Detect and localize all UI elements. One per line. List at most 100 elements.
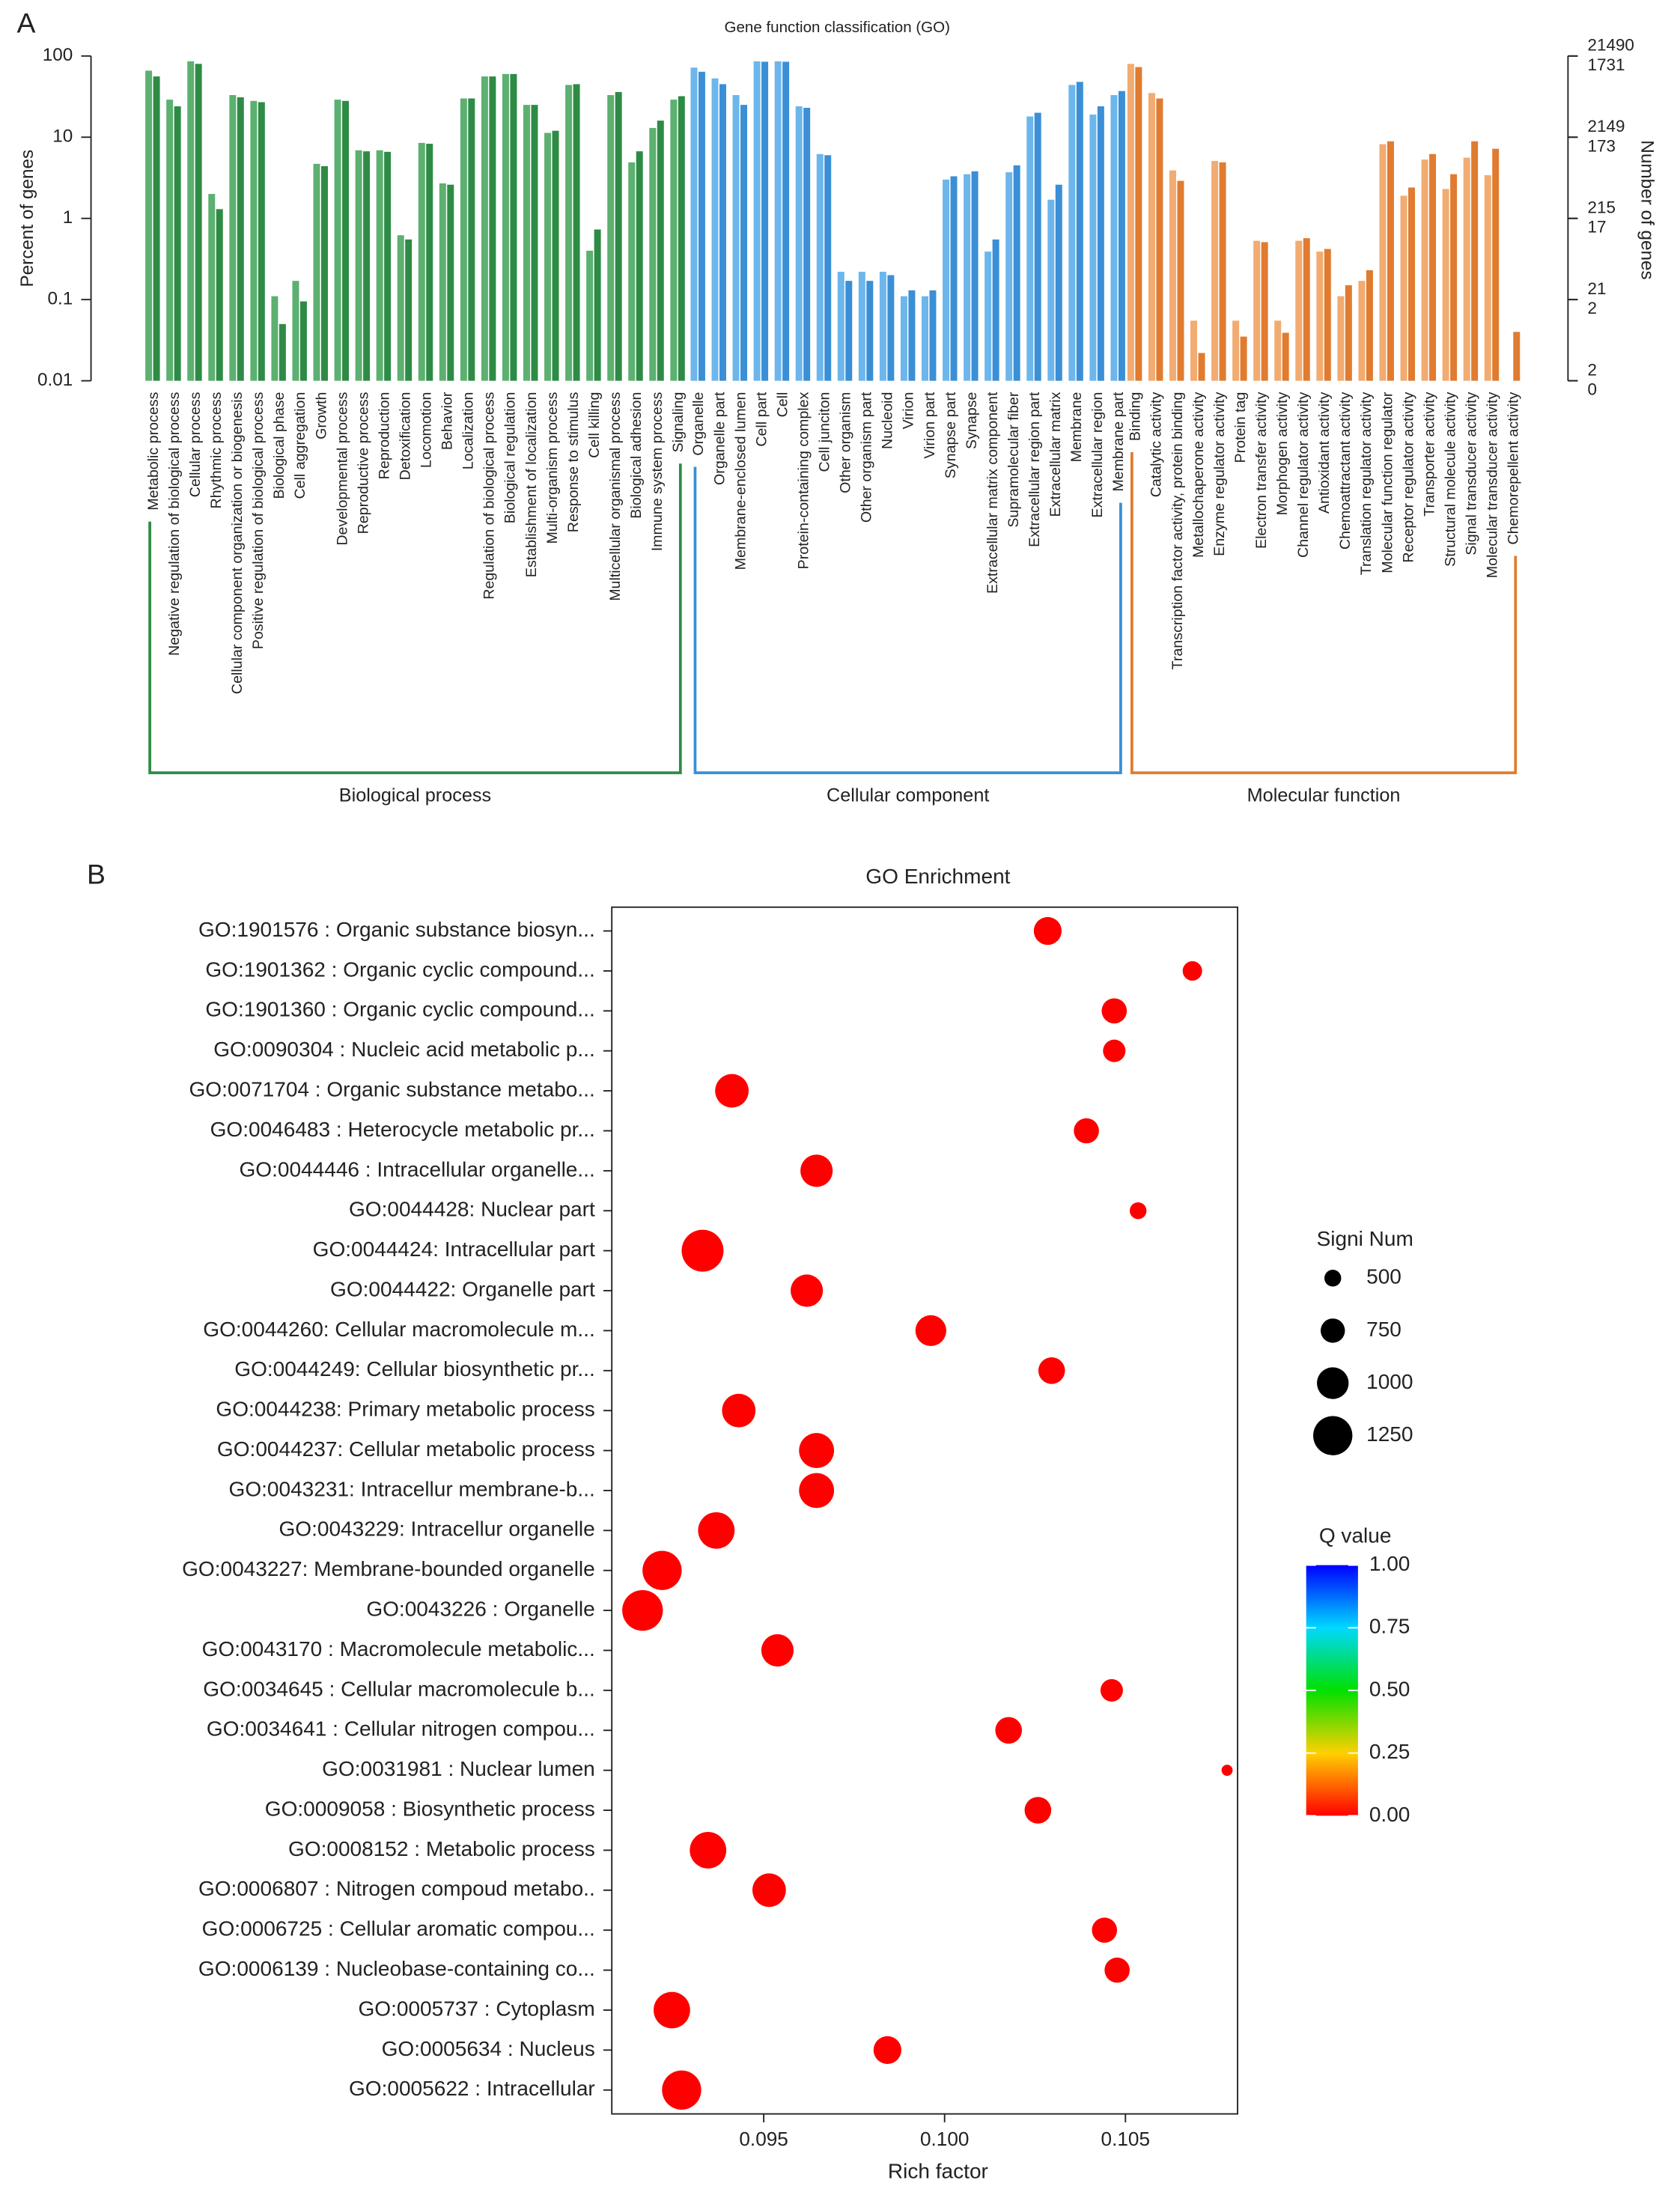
bar (795, 106, 803, 381)
bar (1379, 144, 1387, 381)
color-legend-label: 0.50 (1369, 1677, 1410, 1700)
y-tick-label: 10 (52, 127, 73, 147)
bar (1387, 141, 1394, 381)
bar (166, 100, 174, 381)
bar (174, 106, 181, 381)
bar (1240, 336, 1247, 381)
bar (1118, 91, 1125, 381)
x-tick-label: Chemorepellent activity (1506, 392, 1522, 544)
bar (292, 281, 299, 381)
size-legend-label: 750 (1366, 1318, 1401, 1341)
x-tick-label: Molecular function regulator (1379, 392, 1396, 573)
bar (342, 100, 350, 381)
group-label: Biological process (339, 785, 491, 806)
x-tick-label: Cellular component organization or bioge… (229, 392, 246, 694)
y-tick-label: GO:0044446 : Intracellular organelle... (239, 1157, 594, 1181)
bar (397, 235, 404, 381)
y-tick-label: GO:0043170 : Macromolecule metabolic... (202, 1637, 595, 1660)
x-tick-label: Cell part (753, 392, 770, 447)
bar (1135, 67, 1142, 381)
x-tick-label: Developmental process (334, 392, 350, 545)
x-tick-label: Organelle part (711, 392, 728, 485)
bar (489, 76, 496, 381)
x-tick-label: Localization (460, 392, 477, 470)
y-tick-label: GO:0071704 : Organic substance metabo... (189, 1077, 594, 1101)
bar (670, 100, 678, 381)
bar (468, 98, 475, 381)
bar (1127, 64, 1134, 381)
bar (879, 272, 886, 381)
x-tick-label: Regulation of biological process (481, 392, 498, 599)
x-tick-label: Locomotion (419, 392, 435, 468)
size-legend-marker (1317, 1367, 1349, 1399)
bar (1089, 115, 1097, 381)
bar (510, 73, 517, 381)
y-tick-label: GO:0043226 : Organelle (366, 1598, 594, 1621)
y2-tick-label: 21490 (1588, 36, 1634, 55)
bubble (1033, 916, 1062, 946)
bar (1421, 159, 1428, 381)
bar (887, 275, 895, 381)
bar (678, 96, 685, 381)
bar (258, 102, 265, 381)
bar (761, 61, 769, 381)
y2-tick-label: 2 (1588, 360, 1597, 379)
bar (816, 153, 824, 381)
bar (1337, 296, 1345, 381)
size-legend-label: 1250 (1366, 1422, 1413, 1446)
group-label: Molecular function (1247, 785, 1401, 806)
y-tick-label: GO:0006725 : Cellular aromatic compou... (202, 1917, 595, 1940)
bar (384, 151, 392, 381)
size-legend-title: Signi Num (1317, 1227, 1413, 1250)
y-tick-label: GO:1901576 : Organic substance biosyn... (198, 918, 595, 941)
bar (858, 272, 865, 381)
bubble (1024, 1797, 1052, 1824)
y-tick-label: GO:0006807 : Nitrogen compoud metabo.. (198, 1877, 595, 1900)
x-tick-label: Electron transfer activity (1253, 392, 1270, 549)
bar (950, 176, 958, 381)
bar (481, 76, 488, 381)
bubble (915, 1315, 946, 1346)
y2-tick-label: 173 (1588, 136, 1616, 155)
bar (363, 151, 371, 381)
bubble (1129, 1202, 1147, 1220)
color-legend-label: 0.00 (1369, 1803, 1410, 1826)
bar (992, 239, 999, 381)
bar (922, 296, 928, 381)
x-tick-label: Cell (774, 392, 791, 418)
bar (573, 84, 580, 381)
x-tick-label: Supramolecular fiber (1005, 392, 1022, 528)
bubble (1038, 1357, 1065, 1384)
x-tick-label: Detoxification (397, 392, 413, 481)
x-tick-label: Cellular process (187, 392, 204, 497)
x-tick-label: Extracellular matrix (1047, 392, 1064, 517)
y-tick-label: GO:0046483 : Heterocycle metabolic pr... (210, 1118, 595, 1141)
bar (502, 73, 509, 381)
bubble (1092, 1917, 1118, 1943)
bubble (642, 1550, 682, 1590)
bar (1471, 141, 1479, 381)
x-tick-label: Extracellular region (1089, 392, 1106, 518)
bubble (715, 1074, 749, 1108)
y-tick-label: GO:0034645 : Cellular macromolecule b... (203, 1677, 595, 1700)
plot-frame (611, 906, 1239, 2115)
x-tick-label: Virion (901, 392, 917, 430)
bar (1358, 281, 1366, 381)
x-tick-label: Catalytic activity (1148, 392, 1165, 497)
x-tick-label: Membrane (1068, 392, 1085, 463)
y-tick-label: GO:0031981 : Nuclear lumen (322, 1757, 595, 1780)
bubble (622, 1589, 663, 1631)
x-tick-label: Other organism part (859, 392, 875, 523)
bar (837, 272, 844, 381)
bar (376, 150, 383, 381)
bar (732, 95, 740, 381)
bar (1068, 85, 1076, 381)
bubble (662, 2070, 701, 2110)
y-tick-label: GO:0005737 : Cytoplasm (358, 1997, 594, 2020)
y-tick-label: GO:0044249: Cellular biosynthetic pr... (234, 1357, 594, 1380)
x-tick-label: 0.100 (920, 2128, 969, 2150)
bubble (799, 1473, 835, 1509)
x-tick-label: Transporter activity (1421, 392, 1437, 516)
y2-tick-label: 2149 (1588, 117, 1625, 136)
bar (1110, 95, 1118, 381)
